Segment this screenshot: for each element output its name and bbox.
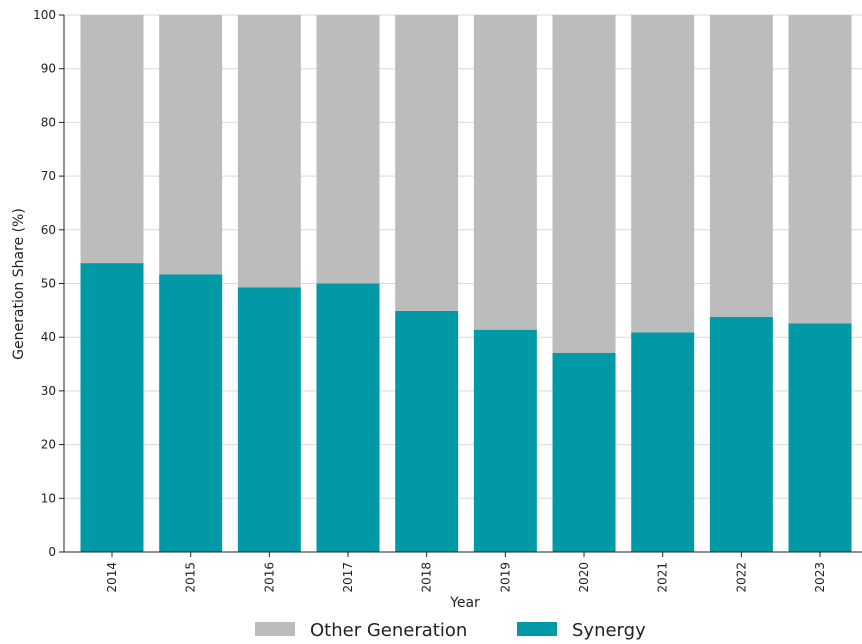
x-tick-label: 2015 — [184, 562, 198, 593]
y-tick-label: 90 — [41, 62, 56, 76]
bar-other-generation-2022 — [709, 15, 773, 317]
x-tick-label: 2021 — [656, 562, 670, 593]
x-tick-label: 2017 — [341, 562, 355, 593]
y-tick-label: 0 — [48, 545, 56, 559]
y-tick-label: 80 — [41, 115, 56, 129]
bar-other-generation-2018 — [395, 15, 459, 311]
x-axis-title: Year — [449, 595, 480, 611]
y-tick-label: 20 — [41, 438, 56, 452]
y-tick-label: 10 — [41, 491, 56, 505]
bar-synergy-2021 — [631, 332, 695, 552]
bar-synergy-2017 — [316, 283, 380, 552]
x-tick-label: 2016 — [262, 562, 276, 593]
y-tick-label: 60 — [41, 223, 56, 237]
legend-label-synergy: Synergy — [572, 620, 646, 641]
y-axis-title: Generation Share (%) — [11, 208, 27, 360]
bar-synergy-2023 — [788, 323, 852, 552]
x-tick-label: 2014 — [105, 562, 119, 593]
bar-synergy-2022 — [709, 316, 773, 552]
legend-swatch-synergy — [517, 622, 557, 636]
y-tick-label: 30 — [41, 384, 56, 398]
x-tick-label: 2020 — [577, 562, 591, 593]
x-tick-label: 2019 — [498, 562, 512, 593]
bar-other-generation-2014 — [80, 15, 144, 264]
bar-other-generation-2015 — [159, 15, 223, 275]
x-tick-label: 2023 — [813, 562, 827, 593]
bar-synergy-2016 — [237, 287, 301, 552]
bar-synergy-2014 — [80, 263, 144, 552]
legend: Other Generation Synergy — [255, 620, 646, 641]
y-tick-label: 40 — [41, 330, 56, 344]
bars — [80, 15, 852, 552]
y-tick-label: 70 — [41, 169, 56, 183]
bar-synergy-2018 — [395, 310, 459, 552]
x-tick-label: 2018 — [420, 562, 434, 593]
legend-label-other-generation: Other Generation — [310, 620, 467, 641]
x-tick-label: 2022 — [734, 562, 748, 593]
bar-other-generation-2020 — [552, 15, 616, 353]
bar-synergy-2020 — [552, 352, 616, 552]
bar-synergy-2015 — [159, 274, 223, 552]
bar-other-generation-2019 — [473, 15, 537, 330]
bar-synergy-2019 — [473, 329, 537, 552]
bar-other-generation-2016 — [237, 15, 301, 288]
bar-other-generation-2023 — [788, 15, 852, 324]
y-tick-label: 100 — [33, 8, 56, 22]
y-tick-label: 50 — [41, 277, 56, 291]
bar-other-generation-2021 — [631, 15, 695, 333]
bar-other-generation-2017 — [316, 15, 380, 284]
legend-swatch-other-generation — [255, 622, 295, 636]
x-tick-labels: 2014 2015 2016 2017 2018 2019 2020 2021 2022 2023 — [105, 552, 827, 593]
y-tick-labels: 0 10 20 30 40 50 60 70 80 90 100 — [33, 8, 64, 559]
